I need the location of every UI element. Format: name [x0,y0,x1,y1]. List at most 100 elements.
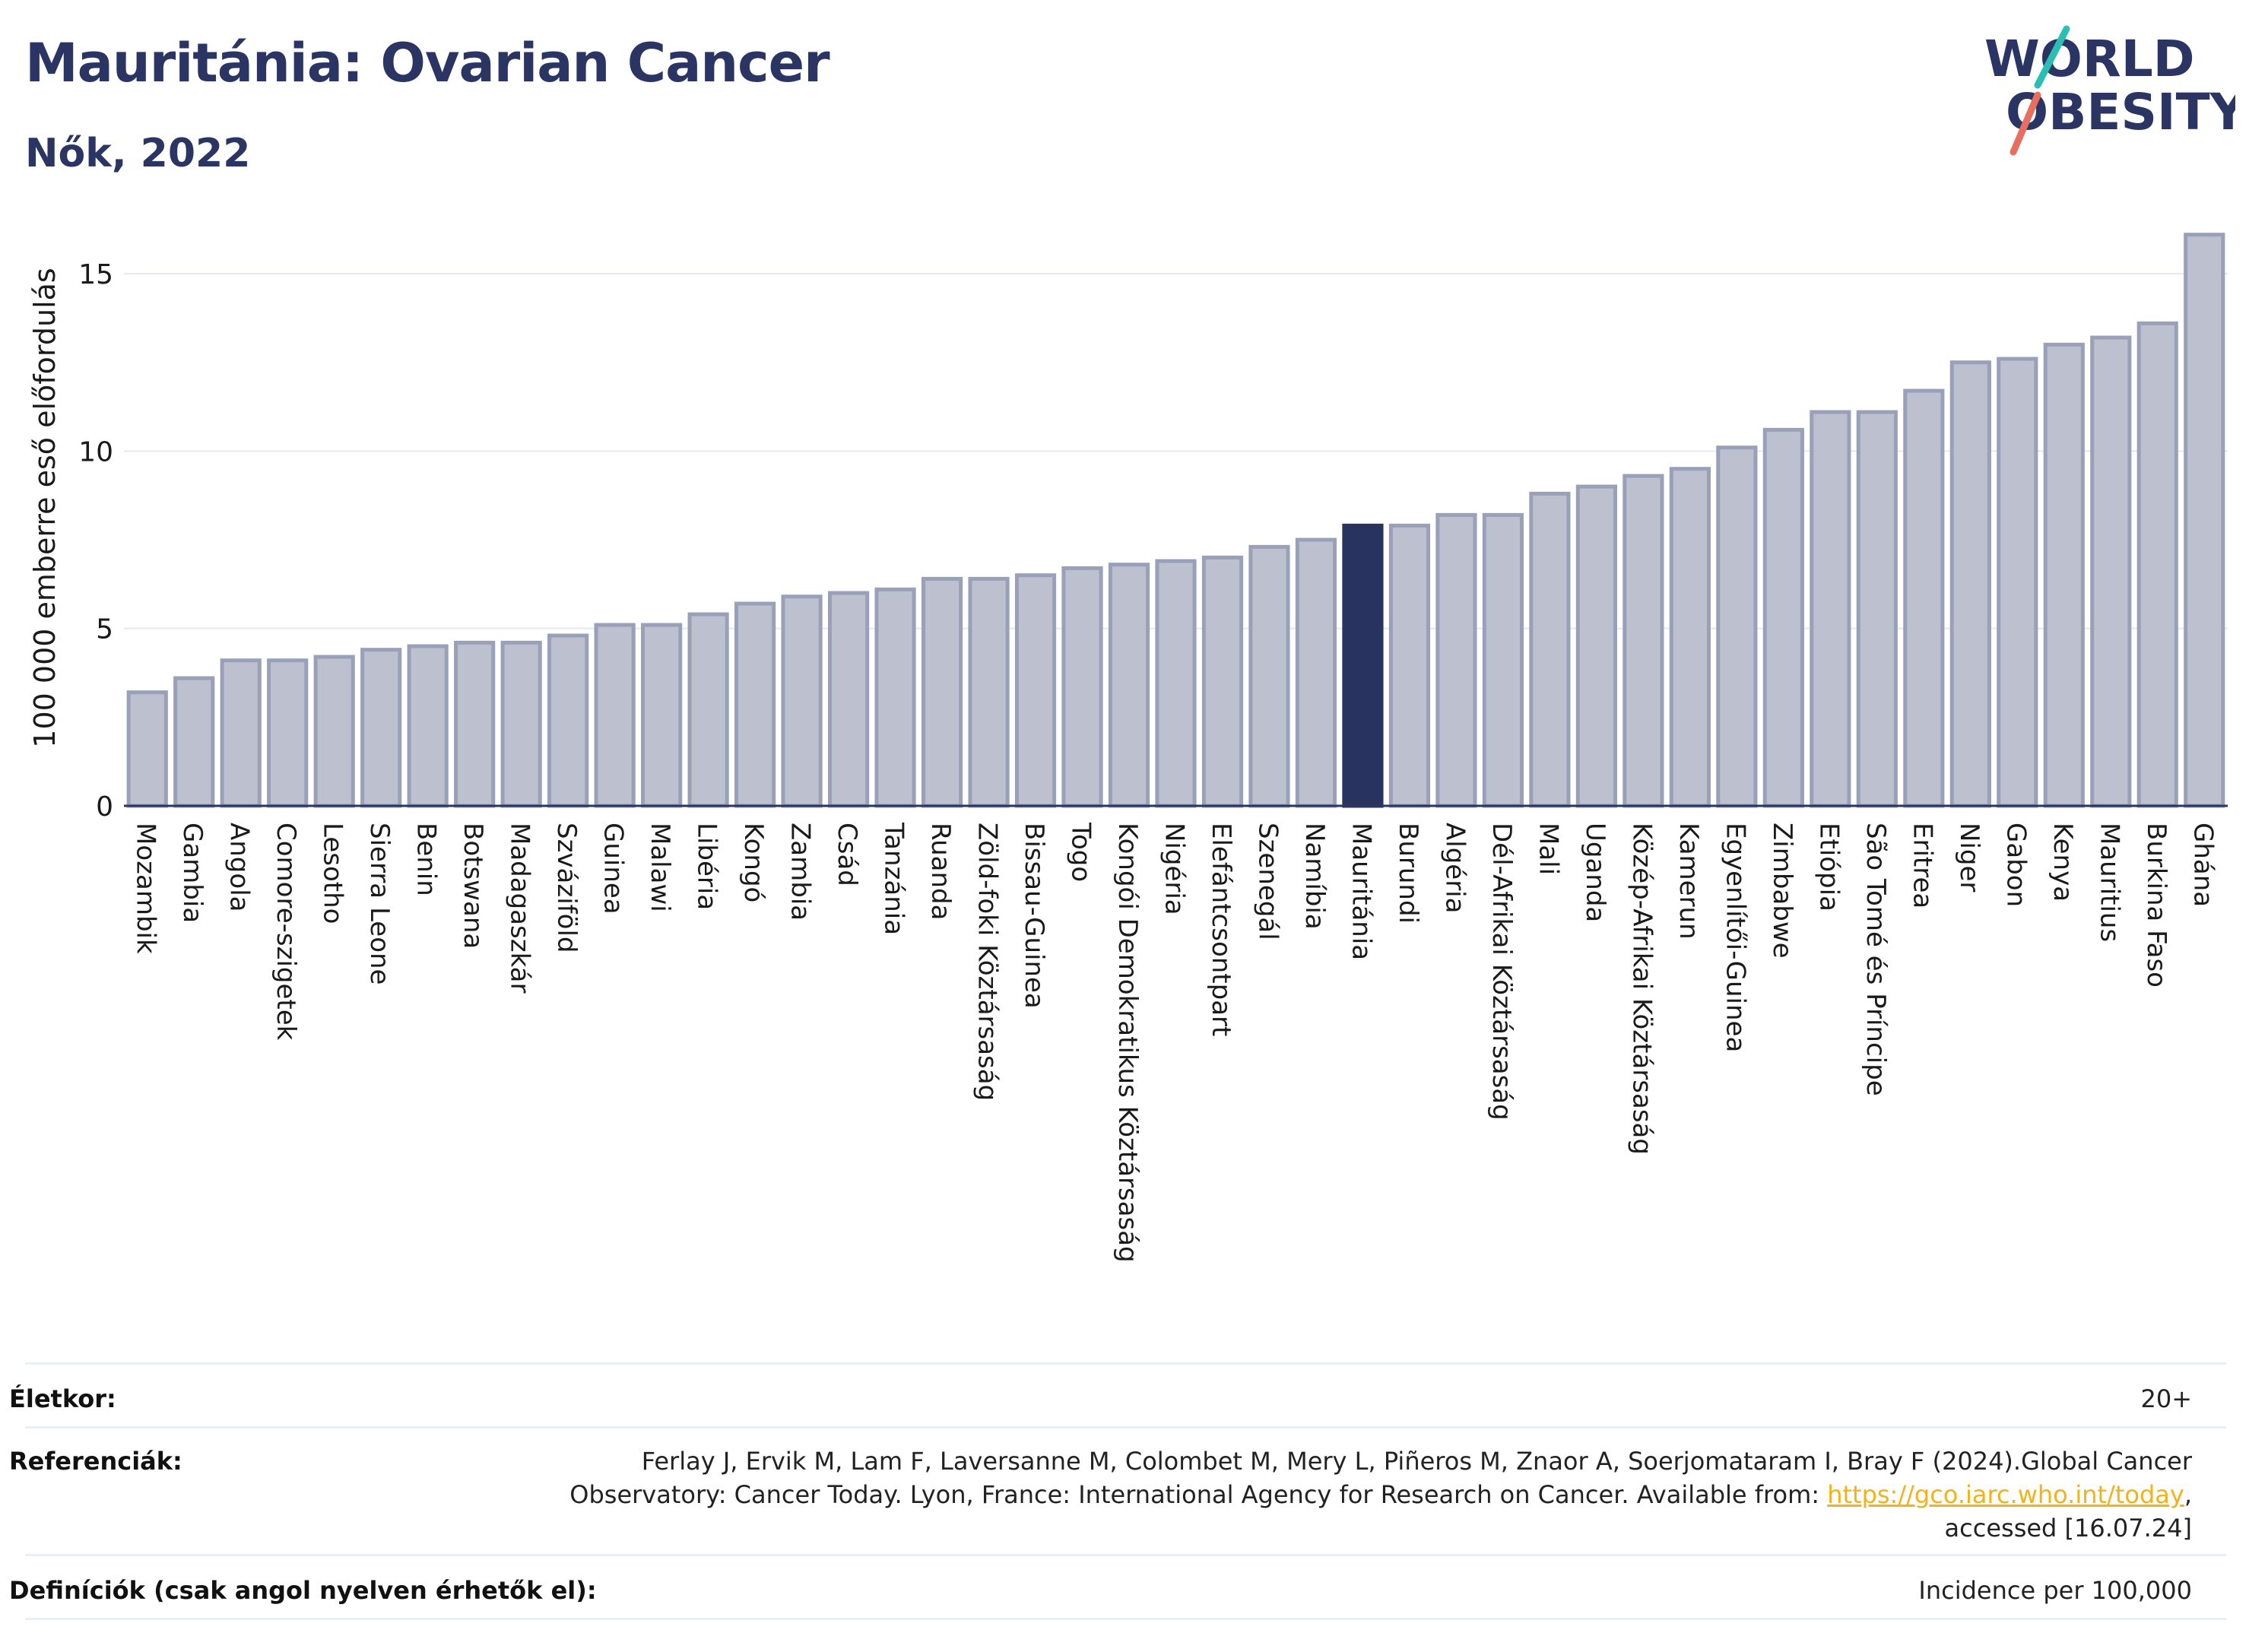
bar [1810,410,1851,808]
bar [500,640,542,808]
bar [313,655,355,808]
x-tick-label: Botswana [458,823,488,949]
bar [1108,563,1150,808]
age-label: Életkor: [9,1384,116,1413]
page-subtitle: Nők, 2022 [25,131,251,176]
x-tick-label: Angola [224,823,255,912]
bar [781,595,823,808]
x-tick-label: Közép-Afrikai Köztársaság [1626,823,1657,1155]
bar [1014,573,1057,808]
bar [1155,559,1197,808]
bar [1903,388,1945,808]
bar [1248,544,1290,808]
x-tick-label: Togo [1066,822,1096,882]
bar [2136,321,2178,808]
bar [968,576,1010,808]
bar-chart: 0 5 10 15 Mozambik Gambia Angola Comore-sziget… [28,233,2228,1263]
bar [641,623,683,808]
x-tick-label: Comore-szigetek [271,823,301,1041]
x-tick-label: Eritrea [1907,823,1937,908]
x-tick-label: Ghána [2187,823,2218,907]
bar [1949,360,1991,808]
page-title: Mauritánia: Ovarian Cancer [25,32,830,94]
bar [454,640,496,808]
x-axis-ticks: Mozambik Gambia Angola Comore-szigetek Lesot… [131,822,2219,1263]
references-line3: accessed [16.07.24] [1944,1514,2192,1543]
logo-line2: OBESITY [2006,83,2235,141]
bar [921,576,963,808]
x-tick-label: Dél-Afrikai Köztársaság [1486,823,1517,1121]
x-tick-label: Zimbabwe [1767,823,1797,959]
x-tick-label: Zöld-foki Köztársaság [972,823,1003,1101]
x-tick-label: Namíbia [1299,823,1330,930]
bar [1529,491,1571,808]
footer-divider [25,1362,2226,1365]
bar [267,658,309,808]
bar [220,658,262,808]
bar [1201,555,1244,808]
logo-line1: WORLD [1984,30,2195,88]
references-line2-end: , [2184,1480,2192,1509]
x-tick-label: Guinea [598,823,629,915]
bar [1061,566,1103,808]
references-label: Referenciák: [9,1447,182,1476]
x-tick-label: Malawi [645,823,675,912]
bar [1997,357,2038,808]
footer-divider [25,1426,2226,1428]
bar [827,591,870,808]
bar [1295,537,1337,808]
x-tick-label: Mauritánia [1346,823,1376,960]
references-line2-text: Observatory: Cancer Today. Lyon, France:… [569,1480,1828,1509]
bar [407,644,449,808]
x-tick-label: Mali [1533,823,1563,875]
references-link[interactable]: https://gco.iarc.who.int/today [1827,1480,2184,1509]
bar [360,648,402,808]
x-tick-label: Kongói Demokratikus Köztársaság [1112,823,1143,1263]
x-tick-label: Gabon [2000,823,2031,907]
bar [1388,523,1431,808]
x-tick-label: Gambia [177,823,208,923]
x-tick-label: Zambia [785,823,816,921]
y-tick-label: 0 [96,791,113,823]
bar [874,587,916,808]
x-tick-label: Burundi [1393,823,1423,924]
bar [1342,523,1384,808]
definitions-label: Definíciók (csak angol nyelven érhetők e… [9,1576,597,1605]
x-tick-label: Mozambik [131,823,161,954]
y-axis-label: 100 000 emberre eső előfordulás [28,268,62,747]
world-obesity-logo: WORLD OBESITY [1984,25,2235,156]
bar [1482,512,1524,808]
x-tick-label: Sierra Leone [364,823,395,985]
age-value: 20+ [2140,1384,2192,1413]
bar [2043,342,2085,808]
x-tick-label: Burkina Faso [2141,823,2171,988]
x-tick-label: Algéria [1439,823,1470,913]
x-tick-label: Madagaszkár [505,823,535,993]
x-tick-label: Bissau-Guinea [1019,823,1049,1009]
logo-slash-coral [2010,91,2041,156]
bar [734,601,776,808]
bar [1623,474,1664,808]
bar [2090,335,2132,808]
y-tick-label: 5 [96,614,113,645]
footer-divider [25,1618,2226,1620]
bar [2184,233,2225,808]
footer-divider [25,1554,2226,1556]
x-tick-label: Mauritius [2094,823,2124,942]
bar [1669,467,1711,808]
bar [1575,484,1617,808]
x-tick-label: Uganda [1580,823,1610,922]
x-tick-label: Elefántcsontpart [1206,823,1236,1036]
x-tick-label: São Tomé és Príncipe [1860,823,1891,1096]
x-tick-label: Szváziföld [551,823,582,953]
bar [547,633,589,808]
y-axis-ticks: 0 5 10 15 [78,259,113,823]
x-tick-label: Benin [411,823,442,896]
bar [126,690,168,808]
bar [1856,410,1898,808]
bar [1716,446,1758,808]
x-tick-label: Libéria [692,823,722,910]
bar [594,623,636,808]
y-tick-label: 10 [78,436,113,468]
references-text: Ferlay J, Ervik M, Lam F, Laversanne M, … [443,1444,2192,1545]
